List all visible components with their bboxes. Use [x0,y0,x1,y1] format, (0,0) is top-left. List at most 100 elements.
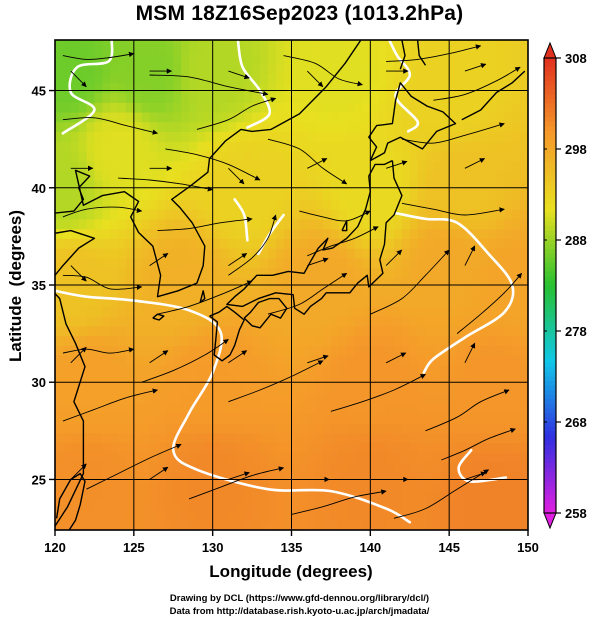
heatmap-cell [401,111,411,123]
heatmap-cell [401,286,411,298]
heatmap-cell [323,180,332,191]
heatmap-cell [204,393,214,405]
heatmap-cell [520,393,528,405]
heatmap-cell [409,325,419,337]
heatmap-cell [425,335,434,346]
heatmap-cell [252,316,261,327]
heatmap-cell [472,180,482,191]
heatmap-cell [165,150,174,162]
heatmap-cell [173,228,182,239]
heatmap-cell [425,180,434,191]
heatmap-cell [401,199,411,210]
heatmap-cell [512,238,521,249]
heatmap-cell [78,500,88,512]
heatmap-cell [496,403,505,414]
heatmap-cell [315,393,324,405]
heatmap-cell [512,150,521,162]
heatmap-cell [70,491,80,502]
heatmap-cell [133,510,143,521]
heatmap-cell [291,257,300,269]
heatmap-cell [157,111,166,123]
heatmap-cell [165,63,174,74]
heatmap-cell [504,335,513,346]
heatmap-cell [472,53,482,64]
heatmap-cell [125,442,135,453]
colorbar-segment [544,331,556,337]
heatmap-cell [291,461,300,473]
heatmap-cell [393,180,403,191]
heatmap-cell [86,296,96,307]
heatmap-cell [165,335,174,346]
heatmap-cell [393,452,403,463]
heatmap-cell [472,238,482,249]
heatmap-cell [275,92,285,103]
colorbar-tick-label: 278 [565,324,587,339]
heatmap-cell [425,423,434,434]
heatmap-cell [275,452,285,463]
heatmap-cell [291,160,300,171]
heatmap-cell [520,306,528,317]
heatmap-cell [181,267,190,278]
heatmap-cell [354,170,364,181]
heatmap-cell [125,413,135,424]
heatmap-cell [299,199,308,210]
heatmap-cell [70,500,80,512]
heatmap-cell [244,413,253,424]
colorbar-segment [544,308,556,314]
heatmap-cell [283,461,293,473]
heatmap-cell [409,481,419,492]
heatmap-cell [362,141,371,152]
coastline-shikoku [243,297,288,329]
heatmap-cell [141,141,151,152]
heatmap-cell [354,238,364,249]
heatmap-cell [102,277,111,288]
heatmap-cell [433,121,442,132]
heatmap-cell [252,160,261,171]
heatmap-cell [94,170,103,181]
heatmap-cell [362,481,371,492]
heatmap-cell [149,228,159,239]
heatmap-cell [244,306,253,317]
heatmap-cell [220,452,230,463]
heatmap-cell [315,520,324,530]
heatmap-cell [512,461,521,473]
heatmap-cell [125,471,135,482]
heatmap-cell [472,520,482,530]
heatmap-cell [157,296,166,307]
heatmap-cell [283,510,293,521]
heatmap-cell [299,248,308,259]
heatmap-cell [401,40,411,45]
heatmap-cell [362,160,371,171]
heatmap-cell [94,432,103,444]
heatmap-cell [323,471,332,482]
heatmap-cell [252,500,261,512]
heatmap-cell [228,471,237,482]
heatmap-cell [283,413,293,424]
heatmap-cell [315,141,324,152]
heatmap-cell [181,160,190,171]
colorbar-segment [544,221,556,227]
heatmap-cell [370,413,379,424]
heatmap-cell [212,393,222,405]
heatmap-cell [441,141,450,152]
heatmap-cell [275,461,285,473]
heatmap-cell [212,491,222,502]
heatmap-cell [457,491,466,502]
heatmap-cell [370,102,379,113]
heatmap-cell [252,257,261,269]
heatmap-cell [189,180,198,191]
heatmap-cell [323,121,332,132]
heatmap-cell [102,296,111,307]
heatmap-cell [259,170,269,181]
heatmap-cell [512,423,521,434]
heatmap-cell [220,355,230,366]
heatmap-cell [370,92,379,103]
heatmap-cell [362,218,371,230]
heatmap-cell [370,53,379,64]
streamline [393,469,490,519]
heatmap-cell [496,228,505,239]
heatmap-cell [125,228,135,239]
heatmap-cell [62,393,72,405]
heatmap-cell [189,481,198,492]
heatmap-cell [55,228,64,239]
